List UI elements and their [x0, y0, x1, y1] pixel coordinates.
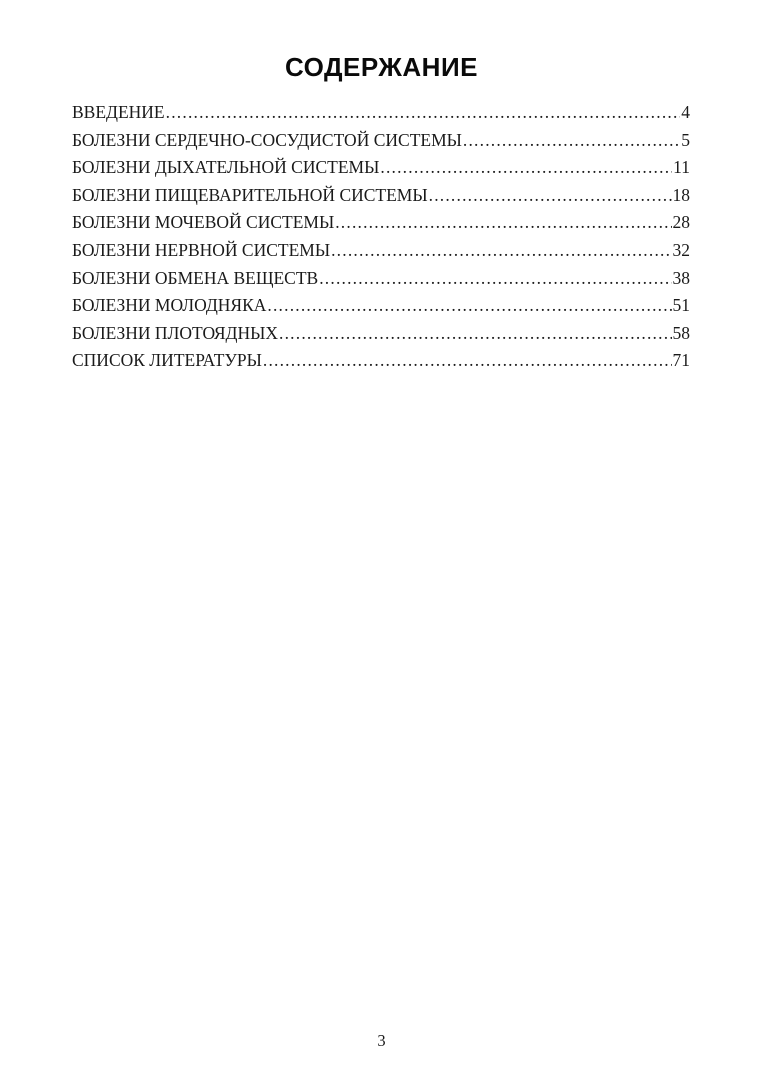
toc-entry-label: СПИСОК ЛИТЕРАТУРЫ [72, 350, 262, 371]
toc-entry: БОЛЕЗНИ МОЛОДНЯКА 51 [72, 292, 690, 320]
toc-entry: БОЛЕЗНИ СЕРДЕЧНО-СОСУДИСТОЙ СИСТЕМЫ 5 [72, 127, 690, 155]
dot-leader [331, 237, 671, 265]
toc-entry-page: 5 [681, 129, 690, 150]
toc-entry-page: 38 [672, 267, 691, 288]
dot-leader [279, 320, 671, 348]
toc-entry-label: БОЛЕЗНИ СЕРДЕЧНО-СОСУДИСТОЙ СИСТЕМЫ [72, 129, 462, 150]
toc-entry-label: БОЛЕЗНИ МОЧЕВОЙ СИСТЕМЫ [72, 212, 335, 233]
toc-entry-page: 11 [673, 157, 690, 178]
toc-entry-page: 51 [672, 295, 691, 316]
toc-entry: ВВЕДЕНИЕ 4 [72, 99, 690, 127]
dot-leader [319, 265, 671, 293]
dot-leader [380, 154, 672, 182]
toc-entry: БОЛЕЗНИ ПЛОТОЯДНЫХ 58 [72, 320, 690, 348]
toc-entry: СПИСОК ЛИТЕРАТУРЫ 71 [72, 347, 690, 375]
toc-entry: БОЛЕЗНИ ПИЩЕВАРИТЕЛЬНОЙ СИСТЕМЫ 18 [72, 182, 690, 210]
toc-entry-page: 58 [672, 322, 691, 343]
dot-leader [166, 99, 681, 127]
toc-entry: БОЛЕЗНИ НЕРВНОЙ СИСТЕМЫ 32 [72, 237, 690, 265]
toc-entry-label: БОЛЕЗНИ ПЛОТОЯДНЫХ [72, 322, 279, 343]
toc-entry-label: БОЛЕЗНИ МОЛОДНЯКА [72, 295, 267, 316]
table-of-contents: ВВЕДЕНИЕ 4 БОЛЕЗНИ СЕРДЕЧНО-СОСУДИСТОЙ С… [72, 99, 690, 375]
toc-entry-page: 32 [672, 239, 691, 260]
toc-entry-label: БОЛЕЗНИ ДЫХАТЕЛЬНОЙ СИСТЕМЫ [72, 157, 380, 178]
toc-entry-page: 28 [672, 212, 691, 233]
toc-entry: БОЛЕЗНИ ДЫХАТЕЛЬНОЙ СИСТЕМЫ 11 [72, 154, 690, 182]
toc-entry-page: 4 [681, 102, 690, 122]
dot-leader [335, 209, 671, 237]
toc-entry-label: ВВЕДЕНИЕ [72, 102, 165, 122]
toc-entry-label: БОЛЕЗНИ НЕРВНОЙ СИСТЕМЫ [72, 239, 331, 260]
toc-entry-page: 71 [672, 350, 691, 371]
dot-leader [429, 182, 672, 210]
dot-leader [263, 347, 672, 375]
toc-entry: БОЛЕЗНИ МОЧЕВОЙ СИСТЕМЫ 28 [72, 209, 690, 237]
page-title: СОДЕРЖАНИЕ [285, 52, 478, 82]
toc-entry-page: 18 [672, 184, 691, 205]
footer-page-number: 3 [377, 1031, 386, 1050]
toc-entry-label: БОЛЕЗНИ ПИЩЕВАРИТЕЛЬНОЙ СИСТЕМЫ [72, 184, 428, 205]
dot-leader [463, 127, 680, 155]
toc-entry-label: БОЛЕЗНИ ОБМЕНА ВЕЩЕСТВ [72, 267, 319, 288]
toc-entry: БОЛЕЗНИ ОБМЕНА ВЕЩЕСТВ 38 [72, 265, 690, 293]
dot-leader [267, 292, 671, 320]
